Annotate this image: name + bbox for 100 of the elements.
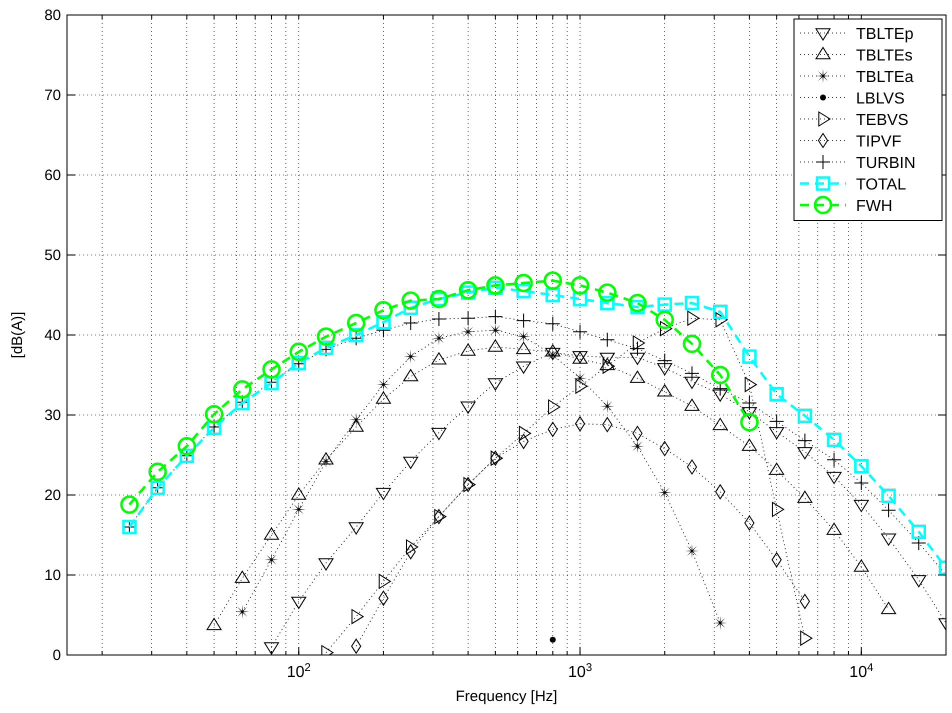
point [684, 376, 700, 389]
point [798, 408, 812, 424]
point [686, 460, 698, 474]
point [710, 366, 730, 384]
point [911, 575, 926, 588]
point [376, 322, 391, 338]
legend-label: TIPVF [856, 134, 902, 150]
point [206, 618, 222, 630]
point [233, 380, 252, 399]
point [826, 452, 842, 468]
point [545, 316, 560, 332]
point [881, 602, 896, 614]
point [234, 570, 250, 583]
point [403, 456, 418, 469]
point [769, 386, 784, 402]
point [600, 352, 615, 365]
point [348, 420, 364, 432]
point [570, 276, 590, 295]
point [458, 280, 478, 300]
point [488, 340, 503, 352]
point [292, 502, 306, 516]
y-tick-label: 50 [44, 247, 61, 264]
point [628, 294, 647, 312]
point [911, 536, 926, 550]
y-tick-label: 30 [44, 407, 61, 424]
point [406, 540, 418, 554]
point [516, 342, 532, 354]
point [769, 414, 784, 429]
point [516, 313, 532, 328]
point [600, 399, 614, 414]
point [291, 488, 306, 500]
point [655, 310, 674, 330]
point [262, 360, 281, 379]
point [575, 378, 588, 394]
point [687, 310, 700, 326]
point [348, 522, 364, 534]
point [657, 297, 672, 312]
point [769, 462, 784, 475]
legend-label: TBLTEs [856, 48, 913, 64]
point [800, 630, 812, 646]
point [460, 344, 476, 356]
point [204, 404, 224, 424]
x-tick-label: 10$^{4}$ [849, 662, 874, 681]
legend-label: TBLTEa [856, 69, 914, 86]
point [316, 327, 336, 346]
point [404, 350, 418, 364]
point [684, 296, 700, 310]
point [376, 378, 390, 392]
point [403, 369, 418, 382]
point [488, 378, 503, 390]
point [460, 310, 476, 326]
point [682, 334, 702, 354]
point [516, 330, 531, 344]
legend-label: TBLTEp [856, 26, 914, 43]
y-tick-label: 60 [44, 167, 61, 184]
y-tick-label: 0 [52, 647, 61, 664]
point [488, 309, 503, 324]
point [657, 353, 672, 368]
y-axis-title: [dB(A)] [9, 312, 26, 358]
point [684, 544, 699, 558]
point [291, 596, 306, 609]
point [716, 312, 728, 328]
point [518, 426, 532, 441]
point [684, 398, 700, 411]
point [742, 438, 757, 451]
point [346, 314, 366, 332]
point [431, 428, 446, 440]
point [630, 439, 644, 454]
point [744, 516, 754, 530]
point [290, 342, 308, 362]
point [120, 495, 139, 514]
legend-label: FWH [856, 198, 892, 215]
point [769, 427, 784, 440]
point [712, 381, 728, 396]
point [854, 476, 869, 490]
point [630, 341, 645, 356]
y-tick-label: 40 [44, 327, 61, 344]
point [431, 312, 446, 326]
point [264, 528, 279, 540]
point [881, 502, 896, 518]
point [403, 316, 418, 330]
point [797, 447, 812, 460]
legend-label: TURBIN [856, 155, 916, 172]
point [318, 558, 334, 570]
point [630, 352, 645, 365]
x-axis-title: Frequency [Hz] [456, 688, 558, 705]
point [401, 291, 420, 310]
point [349, 412, 364, 427]
point [881, 488, 896, 504]
x-tick-label: 10$^{3}$ [568, 662, 592, 681]
point [550, 636, 556, 643]
point [632, 426, 643, 441]
point [319, 454, 334, 468]
point [488, 323, 502, 338]
point [572, 324, 588, 340]
point [657, 363, 672, 376]
point [826, 472, 842, 484]
point [797, 490, 812, 503]
legend-label: TOTAL [856, 176, 906, 194]
point [742, 407, 757, 420]
